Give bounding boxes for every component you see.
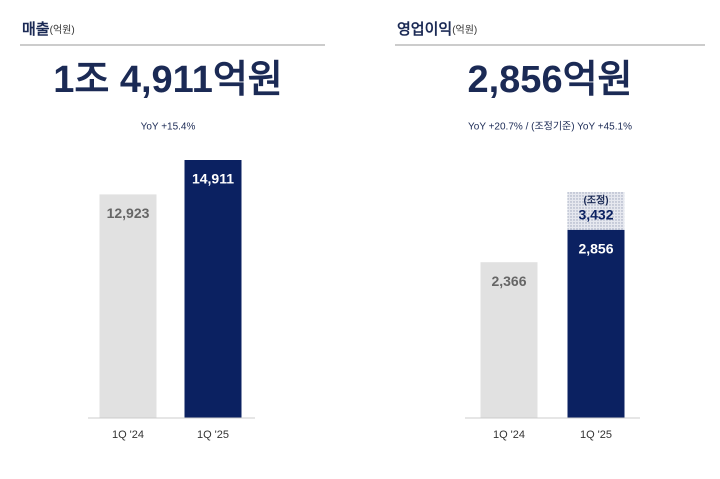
section-title: 매출(억원) bbox=[22, 21, 75, 38]
value-label: 14,911 bbox=[192, 171, 234, 187]
bar bbox=[99, 194, 157, 418]
x-tick-label: 1Q '25 bbox=[197, 429, 229, 441]
unit-text: (억원) bbox=[50, 24, 75, 36]
bar bbox=[480, 262, 538, 418]
title-text: 영업이익 bbox=[397, 20, 452, 38]
adjusted-value-label: 3,432 bbox=[578, 207, 613, 223]
subtitle: YoY +15.4% bbox=[141, 122, 196, 133]
value-label: 2,856 bbox=[578, 241, 613, 257]
section-title: 영업이익(억원) bbox=[397, 20, 477, 38]
adjusted-label: (조정) bbox=[583, 194, 608, 207]
x-tick-label: 1Q '24 bbox=[493, 429, 525, 441]
bar bbox=[567, 229, 625, 418]
x-tick-label: 1Q '24 bbox=[112, 429, 144, 441]
bar bbox=[184, 160, 242, 418]
subtitle: YoY +20.7% / (조정기준) YoY +45.1% bbox=[468, 121, 632, 133]
unit-text: (억원) bbox=[452, 24, 477, 36]
title-text: 매출 bbox=[22, 21, 50, 38]
x-tick-label: 1Q '25 bbox=[580, 429, 612, 441]
value-label: 12,923 bbox=[107, 205, 150, 221]
headline: 1조 4,911억원 bbox=[53, 59, 283, 101]
value-label: 2,366 bbox=[491, 273, 526, 289]
headline: 2,856억원 bbox=[467, 59, 632, 101]
